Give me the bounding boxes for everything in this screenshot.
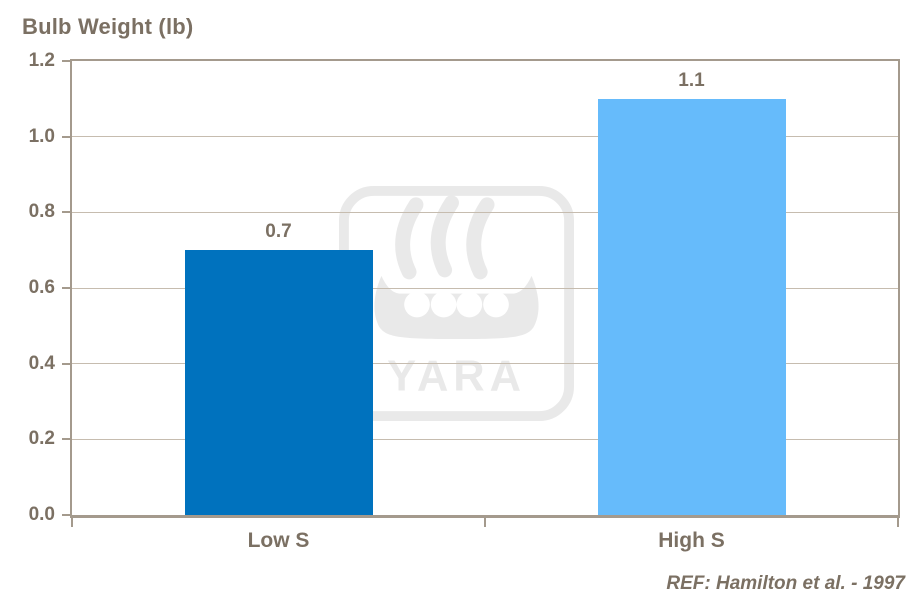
x-axis-tick <box>484 518 486 527</box>
x-axis-category-label: High S <box>658 529 725 552</box>
reference-note: REF: Hamilton et al. - 1997 <box>666 573 905 594</box>
x-axis-tick <box>897 518 899 527</box>
bar-high-s <box>597 99 786 515</box>
y-axis-tick-label: 0.2 <box>28 428 55 450</box>
y-axis-tick <box>62 211 71 214</box>
bar-low-s <box>184 250 373 515</box>
y-axis-tick <box>62 60 71 62</box>
watermark-text: YARA <box>387 352 526 400</box>
gridline <box>72 287 898 289</box>
y-axis-tick <box>62 362 71 365</box>
ship-shield-circles <box>404 291 509 318</box>
yara-logo-watermark: YARA <box>338 185 575 422</box>
y-axis-tick-label: 0.4 <box>28 352 55 374</box>
gridline <box>72 438 898 440</box>
y-axis-tick <box>62 438 71 441</box>
y-axis-tick-label: 0.0 <box>28 504 55 525</box>
plot-area: YARA <box>70 59 900 518</box>
ship-hull-icon <box>374 275 539 340</box>
x-axis-tick <box>71 518 73 527</box>
y-axis-tick <box>62 514 71 516</box>
gridline <box>72 211 898 213</box>
chart-title: Bulb Weight (lb) <box>22 14 194 39</box>
y-axis-tick <box>62 287 71 289</box>
bar-value-label: 0.7 <box>265 221 292 242</box>
y-axis-tick-label: 1.0 <box>28 125 55 147</box>
y-axis-tick <box>62 135 71 138</box>
gridline <box>72 136 898 138</box>
y-axis-tick-label: 1.2 <box>28 50 55 71</box>
x-axis-category-label: Low S <box>247 529 310 552</box>
ship-sails-icon <box>395 195 495 280</box>
bar-value-label: 1.1 <box>678 70 705 91</box>
gridline <box>72 363 898 365</box>
y-axis-tick-label: 0.8 <box>28 201 55 223</box>
y-axis-tick-label: 0.6 <box>28 277 55 298</box>
